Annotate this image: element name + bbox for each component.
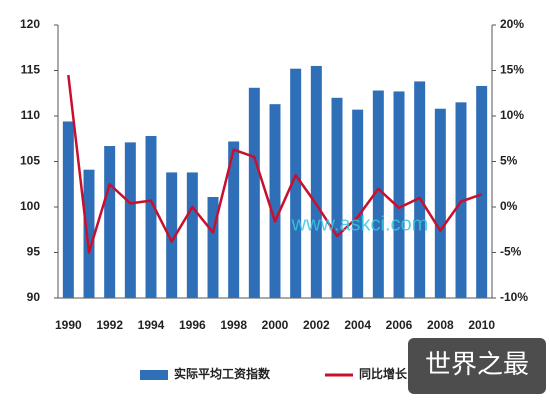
x-tick-label: 1996: [179, 318, 206, 332]
bar: [352, 109, 364, 298]
y-tick-label: 100: [20, 199, 40, 213]
x-tick-label: 2010: [468, 318, 495, 332]
bar: [228, 141, 240, 298]
bar: [434, 108, 446, 298]
bar: [83, 169, 95, 298]
x-tick-label: 2004: [344, 318, 371, 332]
bar: [166, 172, 178, 298]
bar: [393, 91, 405, 299]
x-tick-label: 1998: [220, 318, 247, 332]
y2-tick-label: 20%: [500, 17, 524, 31]
badge: 世界之最: [425, 349, 529, 379]
badge-box: [408, 338, 546, 394]
x-tick-label: 1990: [55, 318, 82, 332]
y-tick-label: 110: [21, 108, 41, 122]
y-tick-label: 105: [20, 154, 40, 168]
legend-label: 实际平均工资指数: [174, 366, 271, 381]
x-tick-label: 2006: [386, 318, 413, 332]
bar: [186, 172, 198, 298]
legend-swatch: [140, 370, 168, 380]
bar: [145, 136, 157, 298]
y-tick-label: 90: [27, 290, 41, 304]
x-tick-label: 1992: [96, 318, 123, 332]
bar: [248, 87, 260, 298]
bar: [476, 85, 488, 298]
line: [67, 74, 483, 254]
bar: [104, 146, 116, 298]
x-tick-label: 2008: [427, 318, 454, 332]
bar: [207, 196, 219, 298]
bar: [124, 142, 136, 298]
x-tick-label: 2000: [262, 318, 289, 332]
y-tick-label: 120: [20, 17, 40, 31]
y-tick-label: 95: [27, 245, 41, 259]
bar: [290, 68, 302, 299]
bar: [455, 102, 467, 298]
bar: [310, 65, 322, 298]
bar: [62, 121, 74, 299]
y2-tick-label: 15%: [500, 63, 524, 77]
watermark: www.askci.com: [291, 213, 429, 235]
legend-label: 同比增长: [359, 366, 408, 381]
y2-tick-label: 5%: [500, 154, 518, 168]
bar: [372, 90, 384, 299]
bar: [269, 104, 281, 298]
y-tick-label: 115: [21, 63, 41, 77]
bar: [414, 81, 426, 298]
y2-tick-label: -10%: [500, 290, 528, 304]
x-tick-label: 2002: [303, 318, 330, 332]
y2-tick-label: -5%: [500, 245, 522, 259]
y2-tick-label: 0%: [500, 199, 518, 213]
y2-tick-label: 10%: [500, 108, 524, 122]
bar: [331, 97, 343, 298]
x-tick-label: 1994: [138, 318, 165, 332]
